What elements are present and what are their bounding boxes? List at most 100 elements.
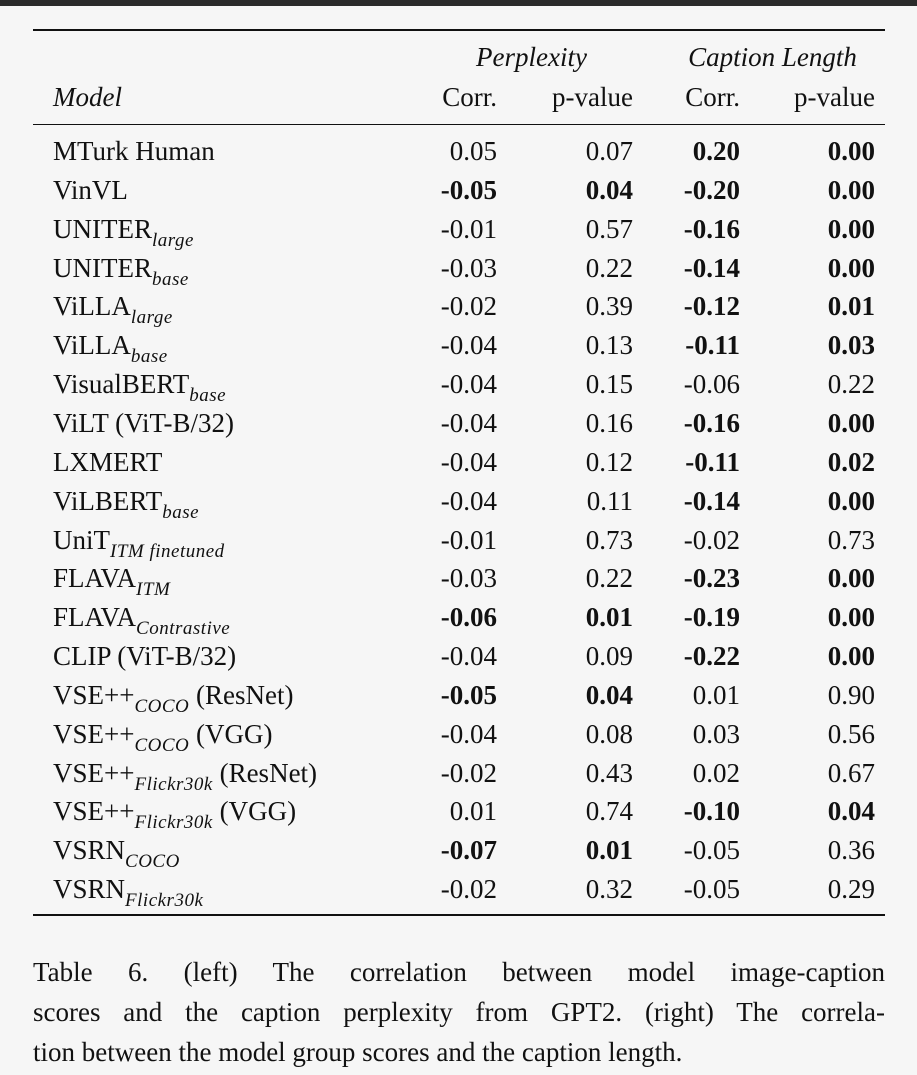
model-name: ViLLAlarge xyxy=(53,290,173,327)
column-header: Model xyxy=(53,82,122,112)
model-suffix: (VGG) xyxy=(189,718,273,749)
model-name: FLAVAITM xyxy=(53,562,170,599)
model-suffix: (ResNet) xyxy=(212,757,318,788)
cell: 0.01 xyxy=(449,796,497,827)
model-subscript: base xyxy=(151,268,189,290)
model-name: MTurk Human xyxy=(53,135,215,167)
model-subscript: COCO xyxy=(125,851,180,873)
cell: -0.04 xyxy=(440,330,497,361)
cell: -0.22 xyxy=(683,641,740,672)
cell: -0.14 xyxy=(683,485,740,516)
model-base: VSE++ xyxy=(53,757,135,788)
model-base: VinVL xyxy=(53,174,128,205)
cell: 0.12 xyxy=(585,446,633,477)
cell: -0.14 xyxy=(683,252,740,283)
cell: -0.03 xyxy=(440,252,497,283)
model-base: VisualBERT xyxy=(53,369,190,400)
caption-line: tion between the model group scores and … xyxy=(33,1037,683,1067)
model-name: UNITERlarge xyxy=(53,213,194,250)
cell: 0.16 xyxy=(585,407,633,438)
cell: -0.05 xyxy=(440,174,497,205)
model-name: UniTITM finetuned xyxy=(53,524,225,561)
column-header: Corr. xyxy=(685,82,740,112)
model-subscript: base xyxy=(130,346,168,368)
cell: -0.04 xyxy=(440,369,497,400)
cell: 0.05 xyxy=(449,136,497,166)
model-subscript: Flickr30k xyxy=(125,890,204,912)
model-subscript: base xyxy=(162,501,200,523)
cell: -0.05 xyxy=(683,874,740,905)
cell: 0.00 xyxy=(827,213,875,244)
cell: -0.16 xyxy=(683,407,740,438)
cell: 0.20 xyxy=(692,136,740,166)
model-name: CLIP (ViT-B/32) xyxy=(53,640,236,672)
column-header: p-value xyxy=(552,82,633,112)
cell: 0.03 xyxy=(692,718,740,749)
cell: 0.01 xyxy=(692,679,740,710)
model-suffix: (ResNet) xyxy=(189,679,294,710)
cell: 0.13 xyxy=(585,330,633,361)
mid-rule xyxy=(33,124,885,125)
cell: -0.04 xyxy=(440,446,497,477)
cell: 0.56 xyxy=(827,718,875,749)
model-name: ViLLAbase xyxy=(53,329,168,366)
cell: -0.04 xyxy=(440,718,497,749)
top-rule xyxy=(33,29,885,31)
cell: -0.04 xyxy=(440,485,497,516)
group-header: Perplexity xyxy=(476,42,587,72)
cell: 0.00 xyxy=(827,252,875,283)
cell: -0.02 xyxy=(683,524,740,555)
cell: -0.01 xyxy=(440,524,497,555)
cell: 0.22 xyxy=(585,252,633,283)
cell: 0.43 xyxy=(585,757,633,788)
model-base: CLIP (ViT-B/32) xyxy=(53,641,237,672)
model-subscript: large xyxy=(151,229,194,251)
cell: -0.19 xyxy=(683,602,740,633)
cell: 0.00 xyxy=(827,174,875,205)
model-subscript: Flickr30k xyxy=(134,812,213,834)
cell: 0.67 xyxy=(827,757,875,788)
column-header: Corr. xyxy=(442,82,497,112)
cell: -0.03 xyxy=(440,563,497,594)
model-base: VSRN xyxy=(53,835,126,866)
cell: 0.36 xyxy=(827,835,875,866)
cell: -0.11 xyxy=(685,446,740,477)
caption-line: scores and the caption perplexity from G… xyxy=(33,997,885,1027)
model-base: UNITER xyxy=(53,213,152,244)
model-base: MTurk Human xyxy=(53,136,215,166)
model-base: UNITER xyxy=(53,252,152,283)
model-base: VSRN xyxy=(53,874,126,905)
window-bar xyxy=(0,0,917,6)
model-name: VinVL xyxy=(53,174,128,206)
cell: -0.04 xyxy=(440,407,497,438)
cell: 0.00 xyxy=(827,485,875,516)
model-base: ViLT (ViT-B/32) xyxy=(53,407,235,438)
cell: 0.29 xyxy=(827,874,875,905)
model-name: UNITERbase xyxy=(53,252,189,289)
caption-line: Table 6. (left) The correlation between … xyxy=(33,957,885,987)
cell: 0.09 xyxy=(585,641,633,672)
model-base: UniT xyxy=(53,524,110,555)
cell: 0.22 xyxy=(827,369,875,400)
column-header: p-value xyxy=(794,82,875,112)
cell: -0.02 xyxy=(440,757,497,788)
model-subscript: COCO xyxy=(134,695,190,717)
model-base: FLAVA xyxy=(53,563,137,594)
model-base: FLAVA xyxy=(53,602,137,633)
cell: 0.00 xyxy=(827,602,875,633)
cell: -0.16 xyxy=(683,213,740,244)
cell: 0.02 xyxy=(827,446,875,477)
cell: -0.07 xyxy=(440,835,497,866)
cell: -0.12 xyxy=(683,291,740,322)
cell: -0.04 xyxy=(440,641,497,672)
model-subscript: large xyxy=(130,307,173,329)
cell: 0.08 xyxy=(585,718,633,749)
cell: -0.10 xyxy=(683,796,740,827)
cell: -0.02 xyxy=(440,291,497,322)
cell: 0.74 xyxy=(585,796,633,827)
model-name: LXMERT xyxy=(53,446,162,478)
model-subscript: Contrastive xyxy=(136,618,231,640)
model-name: VSE++Flickr30k (VGG) xyxy=(53,795,296,832)
bottom-rule xyxy=(33,914,885,916)
